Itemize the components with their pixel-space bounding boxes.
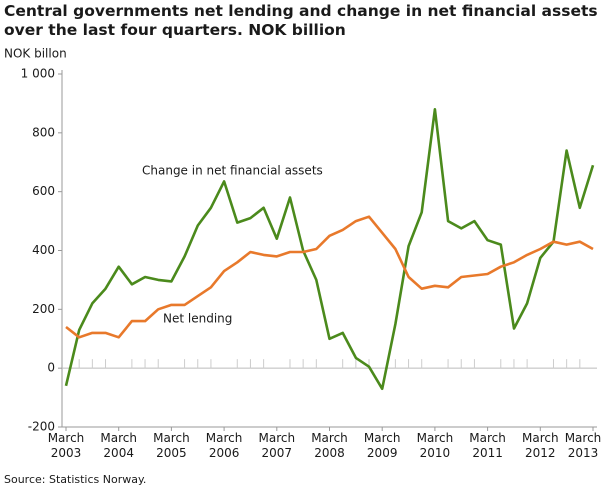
series-line (65, 215, 594, 339)
x-tick-label: March 2009 (364, 431, 401, 460)
series-label: Change in net financial assets (142, 164, 323, 178)
y-tick-label: 800 (32, 125, 55, 139)
x-tick-label: March 2010 (417, 431, 454, 460)
y-axis-label: NOK billon (4, 47, 67, 61)
x-tick-label: March 2006 (206, 431, 243, 460)
x-tick-label: March 2013 (565, 431, 602, 460)
x-tick-label: March 2005 (153, 431, 190, 460)
x-tick-label: March 2003 (48, 431, 85, 460)
y-tick-label: 400 (32, 243, 55, 257)
x-tick-label: March 2007 (259, 431, 296, 460)
y-tick-label: 200 (32, 302, 55, 316)
x-tick-label: March 2004 (100, 431, 137, 460)
y-tick-label: 0 (47, 361, 55, 375)
x-tick-label: March 2012 (522, 431, 559, 460)
x-tick-label: March 2011 (469, 431, 506, 460)
x-tick-label: March 2008 (311, 431, 348, 460)
chart-title: Central governments net lending and chan… (4, 2, 598, 39)
y-tick-label: -200 (28, 420, 55, 434)
series-label: Net lending (163, 312, 232, 326)
source: Source: Statistics Norway. (4, 473, 146, 486)
y-tick-label: 600 (32, 184, 55, 198)
series-line (64, 108, 595, 391)
y-tick-label: 1 000 (21, 67, 55, 81)
